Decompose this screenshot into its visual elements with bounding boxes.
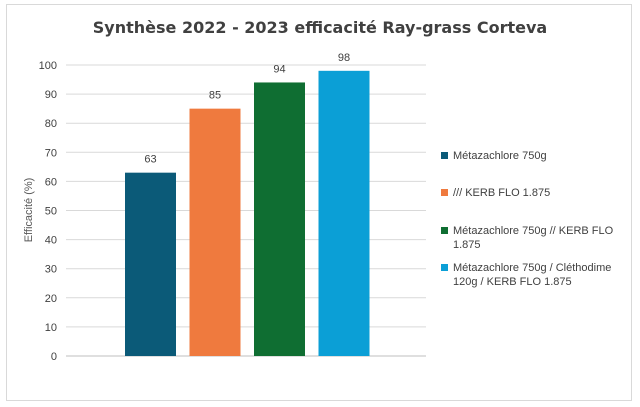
legend: Métazachlore 750g /// KERB FLO 1.875 Métaz… bbox=[441, 150, 614, 288]
y-tick-label: 30 bbox=[45, 264, 57, 276]
bar bbox=[189, 108, 241, 357]
chart-title: Synthèse 2022 - 2023 efficacité Ray-gras… bbox=[93, 18, 547, 37]
bar bbox=[318, 70, 370, 356]
legend-label: Métazachlore 750g // KERB FLO bbox=[453, 225, 614, 237]
y-tick-label: 90 bbox=[45, 89, 57, 101]
y-axis-label: Efficacité (%) bbox=[23, 178, 35, 243]
y-tick-label: 60 bbox=[45, 176, 57, 188]
legend-swatch bbox=[441, 227, 448, 234]
legend-label: Métazachlore 750g bbox=[453, 150, 547, 162]
y-tick-label: 40 bbox=[45, 235, 57, 247]
bar bbox=[125, 172, 176, 356]
gridlines bbox=[66, 64, 426, 357]
y-tick-label: 10 bbox=[45, 322, 57, 334]
y-tick-label: 20 bbox=[45, 293, 57, 305]
data-labels: 63 85 94 98 bbox=[144, 52, 350, 166]
data-label: 94 bbox=[273, 63, 285, 75]
legend-label: Métazachlore 750g / Cléthodime bbox=[453, 262, 611, 274]
legend-label: 1.875 bbox=[453, 239, 481, 251]
legend-item: Métazachlore 750g // KERB FLO 1.875 bbox=[441, 225, 614, 251]
legend-item: /// KERB FLO 1.875 bbox=[441, 187, 550, 199]
y-tick-label: 0 bbox=[51, 351, 57, 363]
legend-item: Métazachlore 750g / Cléthodime 120g / KER… bbox=[441, 262, 611, 288]
data-label: 98 bbox=[338, 52, 350, 64]
legend-label: /// KERB FLO 1.875 bbox=[453, 187, 550, 199]
legend-label: 120g / KERB FLO 1.875 bbox=[453, 276, 572, 288]
legend-swatch bbox=[441, 152, 448, 159]
legend-swatch bbox=[441, 264, 448, 271]
legend-item: Métazachlore 750g bbox=[441, 150, 547, 162]
y-tick-label: 50 bbox=[45, 206, 57, 218]
bars bbox=[125, 70, 370, 357]
y-tick-label: 100 bbox=[39, 60, 57, 72]
y-tick-label: 70 bbox=[45, 147, 57, 159]
y-tick-label: 80 bbox=[45, 118, 57, 130]
y-axis-ticks: 0 10 20 30 40 50 60 70 80 90 100 bbox=[39, 60, 57, 363]
data-label: 63 bbox=[144, 154, 156, 166]
data-label: 85 bbox=[209, 90, 221, 102]
legend-swatch bbox=[441, 189, 448, 196]
bar bbox=[254, 82, 305, 357]
